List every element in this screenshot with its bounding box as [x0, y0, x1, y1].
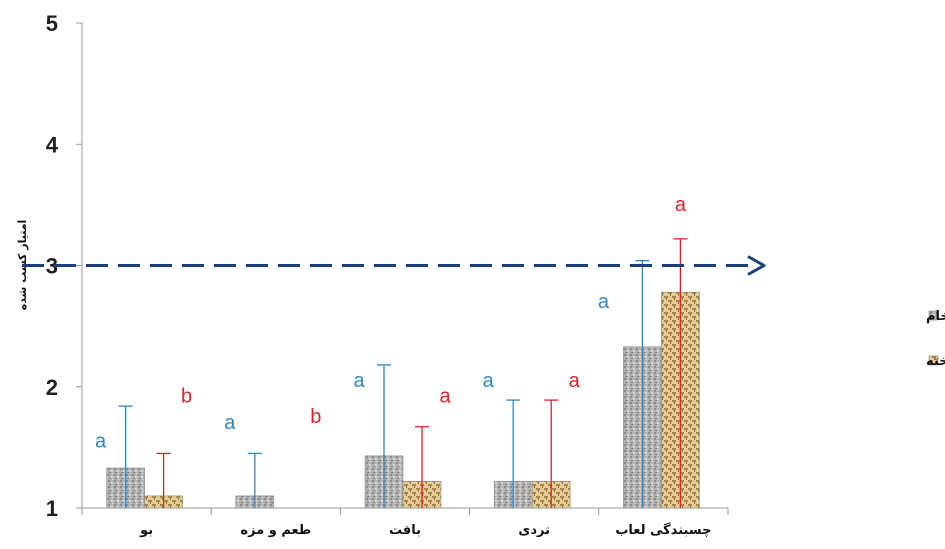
x-tick-label: بافت	[389, 523, 421, 538]
reference-line	[22, 255, 766, 276]
legend-label-cooked: کیلکای روکش شده پخته	[926, 354, 945, 369]
significance-letter: a	[675, 194, 687, 216]
x-tick-label: بو	[139, 523, 153, 538]
significance-letter: b	[310, 406, 321, 428]
y-tick-label: 1	[46, 496, 58, 521]
significance-letter: a	[569, 370, 581, 392]
y-tick-label: 3	[46, 254, 58, 279]
significance-letter: a	[439, 386, 451, 408]
legend-swatch-raw	[928, 310, 939, 321]
significance-letter: a	[483, 370, 495, 392]
legend: کیلکای روکش شده خام کیلکای روکش شده پخته	[926, 309, 945, 369]
x-tick-label: طعم و مزه	[240, 523, 311, 538]
legend-item-raw: کیلکای روکش شده خام	[926, 309, 945, 324]
significance-letter: a	[224, 412, 236, 434]
significance-letter: b	[181, 386, 192, 408]
legend-label-raw: کیلکای روکش شده خام	[926, 309, 945, 324]
legend-swatch-cooked	[928, 355, 939, 366]
y-tick-label: 5	[46, 11, 58, 36]
y-tick-label: 2	[46, 375, 58, 400]
x-ticks: بو طعم و مزه بافت تردی چسبندگی لعاب	[81, 508, 729, 538]
legend-item-cooked: کیلکای روکش شده پخته	[926, 354, 945, 369]
bars	[106, 291, 700, 509]
significance-letter: a	[598, 291, 610, 313]
error-bars	[118, 238, 688, 508]
y-tick-label: 4	[46, 132, 59, 157]
significance-letter: a	[353, 370, 365, 392]
significance-letters: a a a a a b b a a a	[95, 194, 687, 452]
significance-letter: a	[95, 430, 107, 452]
y-ticks: 1 2 3 4 5	[46, 11, 82, 521]
x-tick-label: تردی	[518, 523, 550, 538]
x-tick-label: چسبندگی لعاب	[615, 522, 711, 538]
reference-arrowhead	[747, 255, 766, 276]
